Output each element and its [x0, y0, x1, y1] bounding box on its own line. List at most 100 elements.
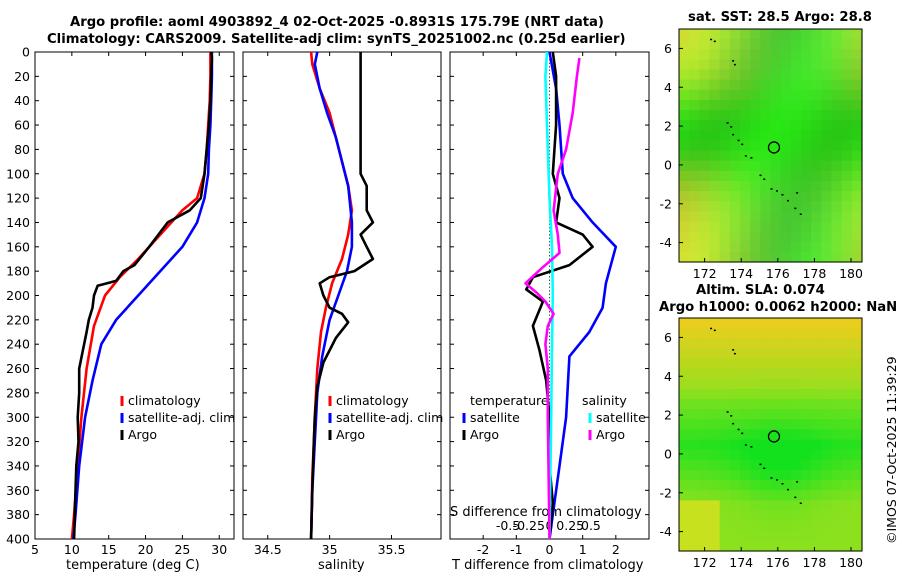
sla-coast-point: [730, 415, 733, 417]
sla-cell: [801, 388, 812, 400]
sla-cell: [801, 318, 812, 329]
temperature-line-1: [72, 52, 214, 539]
sla-cell: [801, 530, 812, 542]
sla-cell: [770, 348, 782, 360]
sst-cell: [750, 251, 761, 263]
sla-cell: [821, 338, 833, 349]
sst-cell: [689, 221, 700, 233]
sla-cell: [750, 378, 761, 390]
sla-ytick-label: 6: [664, 330, 672, 345]
sla-cell: [811, 439, 822, 451]
sla-cell: [699, 510, 711, 522]
sla-cell: [729, 459, 741, 471]
sla-cell: [790, 368, 802, 380]
sla-cell: [689, 399, 700, 410]
sst-cell: [821, 231, 833, 243]
sla-cell: [760, 510, 772, 522]
sst-map-frame: [678, 28, 863, 263]
sla-cell: [780, 500, 792, 512]
sst-cell: [831, 79, 843, 91]
sla-cell: [770, 459, 782, 471]
sst-cell: [780, 231, 792, 243]
sst-coast-point: [770, 188, 773, 190]
sla-cell: [719, 480, 731, 491]
sst-cell: [740, 180, 751, 192]
sla-cell: [679, 409, 690, 420]
sst-cell: [699, 59, 711, 71]
sla-cell: [801, 469, 812, 481]
sla-cell: [851, 378, 863, 390]
sst-cell: [780, 79, 792, 91]
sst-cell: [760, 89, 772, 101]
sla-cell: [801, 490, 812, 501]
sst-cell: [851, 231, 863, 243]
sst-cell: [699, 170, 711, 182]
sst-cell: [740, 99, 751, 111]
sst-cell: [851, 49, 863, 60]
sla-cell: [811, 348, 822, 360]
sst-cell: [750, 120, 761, 131]
sla-cell: [831, 378, 843, 390]
sst-coast-point: [730, 126, 733, 128]
sla-cell: [750, 328, 761, 339]
sla-cell: [851, 540, 863, 552]
sst-cell: [851, 160, 863, 172]
sla-cell: [729, 500, 741, 512]
sst-cell: [760, 39, 772, 50]
sla-cell: [740, 348, 751, 360]
sst-cell: [780, 39, 792, 50]
sst-cell: [770, 180, 782, 192]
sla-cell: [729, 530, 741, 542]
differences-xtick-label: -1: [510, 542, 522, 557]
sst-cell: [750, 29, 761, 40]
sla-cell: [689, 429, 700, 441]
sla-cell: [831, 459, 843, 471]
sst-cell: [821, 251, 833, 263]
sst-cell: [709, 150, 721, 162]
sla-cell: [760, 469, 772, 481]
sst-cell: [841, 201, 853, 212]
sst-ytick-label: -4: [660, 235, 673, 250]
sst-cell: [760, 140, 772, 152]
figure-title-line1: Argo profile: aoml 4903892_4 02-Oct-2025…: [70, 15, 604, 30]
temperature-legend-argo-label: Argo: [128, 427, 157, 442]
sst-cell: [821, 180, 833, 192]
sst-cell: [729, 201, 741, 212]
sla-cell: [760, 530, 772, 542]
diff-legend-temp-satellite-label: satellite: [470, 410, 520, 425]
sla-cell: [811, 530, 822, 542]
sst-cell: [790, 39, 802, 50]
sla-cell: [750, 399, 761, 410]
sla-cell: [811, 469, 822, 481]
sla-cell: [770, 520, 782, 532]
sla-cell: [841, 500, 853, 512]
sla-cell: [699, 419, 711, 431]
sla-cell: [719, 409, 731, 420]
sst-cell: [689, 211, 700, 223]
sst-cell: [729, 130, 741, 142]
sla-xtick-label: 172: [693, 555, 717, 570]
sla-cell: [709, 490, 721, 501]
sla-cell: [821, 358, 833, 370]
sst-cell: [770, 79, 782, 91]
sla-cell: [811, 459, 822, 471]
sla-cell: [750, 530, 761, 542]
sla-cell: [770, 318, 782, 329]
sst-cell: [780, 130, 792, 142]
differences-xtick-label: 0: [546, 542, 554, 557]
sst-cell: [740, 201, 751, 212]
sst-cell: [831, 170, 843, 182]
sst-ytick-label: 2: [664, 119, 672, 134]
sla-cell: [679, 520, 690, 532]
sst-cell: [801, 201, 812, 212]
sla-cell: [851, 469, 863, 481]
sla-cell: [811, 368, 822, 380]
sst-cell: [831, 130, 843, 142]
sla-cell: [801, 449, 812, 461]
sst-cell: [780, 110, 792, 121]
sst-cell: [679, 241, 690, 253]
sst-cell: [831, 49, 843, 60]
differences-xtick-label: -2: [477, 542, 489, 557]
sst-xtick-label: 174: [729, 266, 753, 281]
sla-ytick-label: 2: [664, 408, 672, 423]
